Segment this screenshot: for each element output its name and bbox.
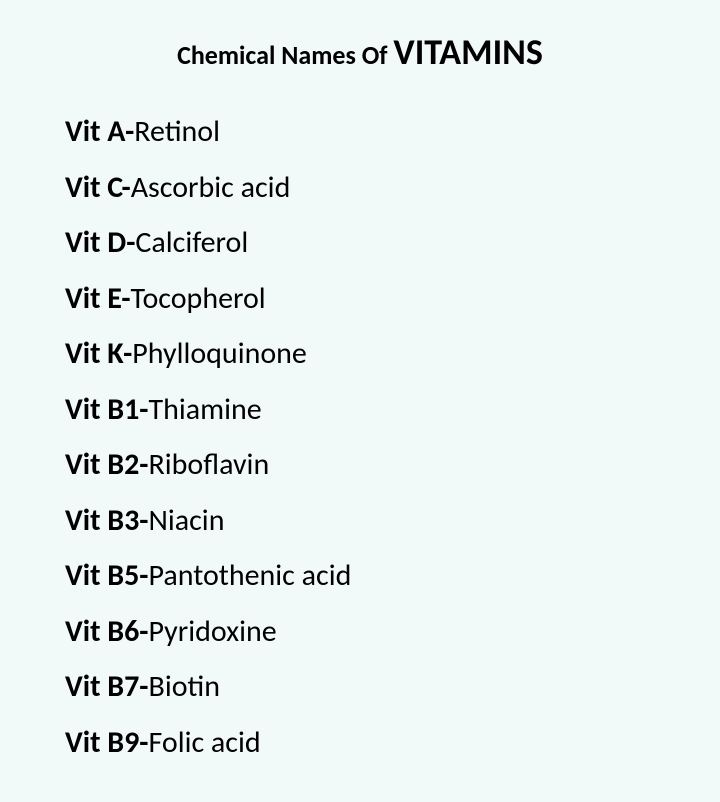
list-item: Vit E-Tocopherol: [65, 271, 670, 327]
list-item: Vit B5-Pantothenic acid: [65, 548, 670, 604]
title-prefix: Chemical Names Of: [177, 39, 393, 71]
list-item: Vit B3-Niacin: [65, 493, 670, 549]
vitamin-label: Vit B7-: [65, 668, 149, 705]
vitamin-label: Vit D-: [65, 224, 135, 261]
vitamin-label: Vit B1-: [65, 391, 149, 428]
vitamin-label: Vit B9-: [65, 724, 149, 761]
vitamin-label: Vit A-: [65, 113, 134, 150]
vitamin-label: Vit B3-: [65, 502, 149, 539]
vitamin-value: Thiamine: [149, 391, 262, 428]
vitamin-value: Pantothenic acid: [149, 557, 352, 594]
vitamin-value: Calciferol: [135, 224, 248, 261]
vitamin-label: Vit C-: [65, 169, 131, 206]
list-item: Vit B6-Pyridoxine: [65, 604, 670, 660]
list-item: Vit D-Calciferol: [65, 215, 670, 271]
vitamin-list: Vit A-Retinol Vit C-Ascorbic acid Vit D-…: [50, 104, 670, 770]
vitamin-label: Vit B6-: [65, 613, 149, 650]
vitamin-label: Vit B2-: [65, 446, 149, 483]
page-title: Chemical Names Of VITAMINS: [50, 30, 670, 74]
vitamin-value: Phylloquinone: [132, 335, 307, 372]
vitamin-value: Biotin: [149, 668, 221, 705]
title-main: VITAMINS: [393, 30, 542, 74]
vitamin-value: Riboflavin: [149, 446, 270, 483]
vitamin-value: Niacin: [149, 502, 225, 539]
vitamin-value: Folic acid: [149, 724, 261, 761]
list-item: Vit B9-Folic acid: [65, 715, 670, 771]
list-item: Vit B2-Riboflavin: [65, 437, 670, 493]
vitamin-value: Retinol: [134, 113, 220, 150]
list-item: Vit C-Ascorbic acid: [65, 160, 670, 216]
vitamin-value: Tocopherol: [131, 280, 266, 317]
list-item: Vit A-Retinol: [65, 104, 670, 160]
vitamin-label: Vit B5-: [65, 557, 149, 594]
list-item: Vit K-Phylloquinone: [65, 326, 670, 382]
list-item: Vit B7-Biotin: [65, 659, 670, 715]
vitamin-value: Ascorbic acid: [131, 169, 291, 206]
list-item: Vit B1-Thiamine: [65, 382, 670, 438]
vitamin-value: Pyridoxine: [149, 613, 277, 650]
vitamin-label: Vit K-: [65, 335, 132, 372]
vitamin-label: Vit E-: [65, 280, 131, 317]
